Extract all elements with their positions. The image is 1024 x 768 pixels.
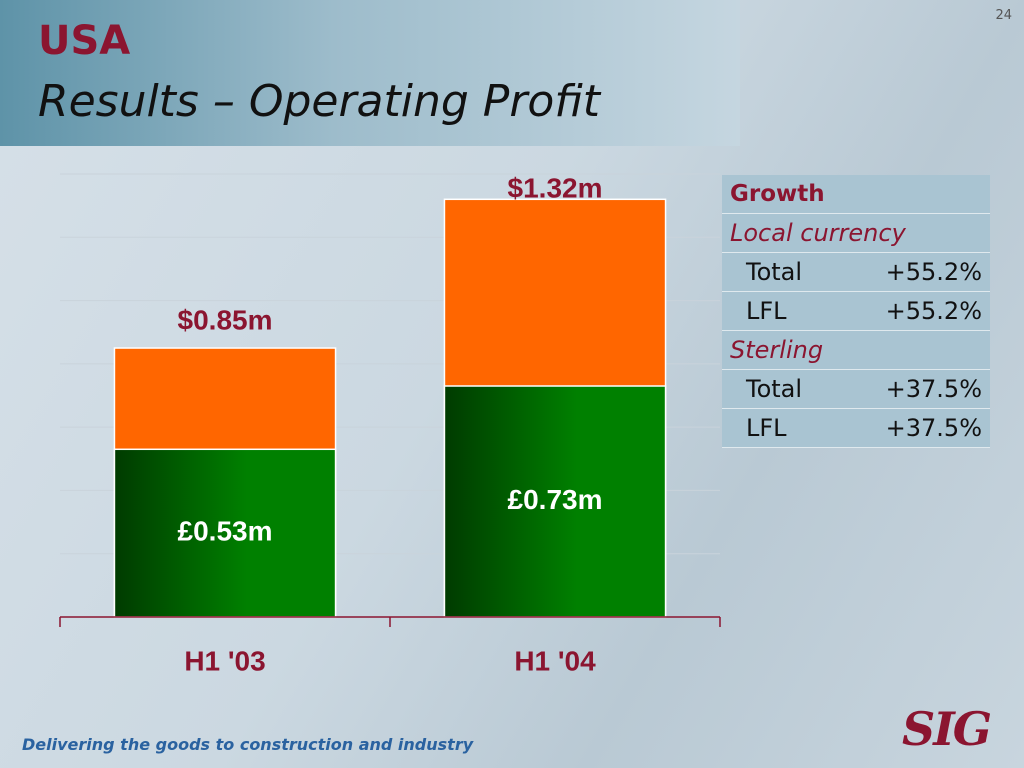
table-row: LFL +55.2% <box>722 291 990 331</box>
table-cell: Growth <box>722 175 990 214</box>
table-cell: +55.2% <box>839 252 990 292</box>
slide-number: 24 <box>995 8 1012 23</box>
table-row: Sterling <box>722 330 990 370</box>
slide-subtitle: Results – Operating Profit <box>38 76 601 127</box>
value-label: £0.73m <box>508 484 603 515</box>
bar <box>443 385 667 618</box>
table-cell: Total <box>722 252 840 292</box>
table-cell: +37.5% <box>839 369 990 409</box>
table-row: Local currency <box>722 213 990 253</box>
header-band <box>0 0 740 146</box>
tagline: Delivering the goods to construction and… <box>22 735 474 754</box>
value-label: $0.85m <box>178 304 273 335</box>
table-row: LFL +37.5% <box>722 408 990 448</box>
bar <box>113 448 337 618</box>
table-cell: LFL <box>722 408 840 448</box>
table-cell: Sterling <box>722 330 990 370</box>
x-tick-label: H1 '03 <box>184 645 265 676</box>
table-cell: Total <box>722 369 840 409</box>
chart: $0.85m $1.32m £0.53m £0.73m H1 '03 H1 '04 <box>59 172 721 676</box>
logo: SIG <box>902 702 992 756</box>
value-label: $1.32m <box>508 172 603 203</box>
table-cell: Local currency <box>722 213 990 253</box>
table-row: Total +55.2% <box>722 252 990 292</box>
slide-title: USA <box>38 18 131 64</box>
table-cell: LFL <box>722 291 840 331</box>
table-cell: +37.5% <box>839 408 990 448</box>
x-tick-label: H1 '04 <box>514 645 596 676</box>
table-row: Growth <box>722 175 990 214</box>
growth-table: Growth Local currency Total +55.2% LFL +55.2%… <box>722 175 990 448</box>
table-cell: +55.2% <box>839 291 990 331</box>
value-label: £0.53m <box>178 516 273 547</box>
table-row: Total +37.5% <box>722 369 990 409</box>
